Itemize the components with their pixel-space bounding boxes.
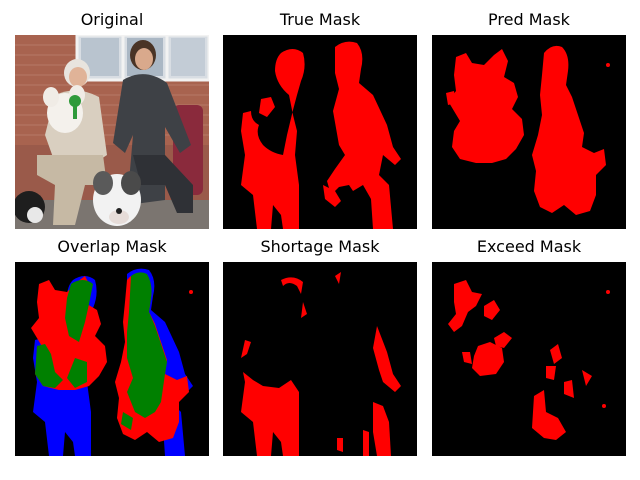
true-mask-panel (223, 35, 417, 229)
title-shortage-mask: Shortage Mask (260, 237, 380, 256)
shortage-mask-image (223, 262, 417, 456)
shortage-mask-panel (223, 262, 417, 456)
title-exceed-mask: Exceed Mask (476, 237, 582, 256)
overlap-mask-panel (15, 262, 209, 456)
original-image-panel (15, 35, 209, 229)
exceed-mask-panel (432, 262, 626, 456)
title-true-mask: True Mask (279, 10, 361, 29)
overlap-mask-image (15, 262, 209, 456)
title-pred-mask: Pred Mask (488, 10, 570, 29)
exceed-mask-image (432, 262, 626, 456)
original-photo (15, 35, 209, 229)
title-original: Original (80, 10, 144, 29)
pred-mask-image (432, 35, 626, 229)
pred-mask-panel (432, 35, 626, 229)
title-overlap-mask: Overlap Mask (57, 237, 167, 256)
true-mask-image (223, 35, 417, 229)
